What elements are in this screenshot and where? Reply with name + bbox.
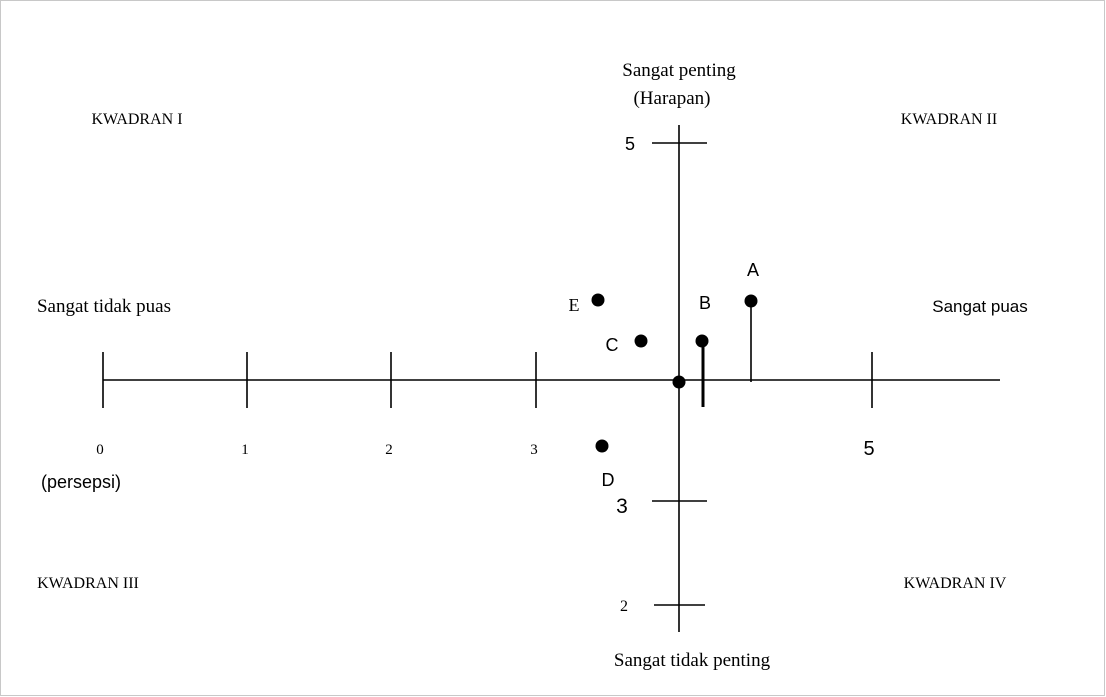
point-d	[595, 439, 609, 453]
x-tick-label-2: 2	[385, 442, 393, 458]
point-a	[744, 294, 758, 308]
y-axis-bottom-label: Sangat tidak penting	[614, 650, 771, 671]
x-tick-label-5: 5	[863, 438, 874, 460]
x-axis-right-label: Sangat puas	[932, 297, 1027, 316]
y-axis-top-label: Sangat penting	[622, 60, 736, 81]
point-c	[634, 334, 648, 348]
quadrant-1-label: KWADRAN I	[91, 111, 182, 128]
point-e-label: E	[569, 295, 580, 315]
y-tick-label-2: 2	[620, 598, 628, 615]
quadrant-3-label: KWADRAN III	[37, 575, 139, 592]
point-c-label: C	[606, 335, 619, 355]
y-axis-top-sublabel: (Harapan)	[633, 88, 710, 109]
point-b	[695, 334, 709, 348]
y-tick-label-3: 3	[616, 495, 628, 518]
point-a-label: A	[747, 260, 759, 280]
point-e	[591, 293, 605, 307]
x-axis-name-label: (persepsi)	[41, 472, 121, 492]
quadrant-4-label: KWADRAN IV	[904, 575, 1007, 592]
quadrant-2-label: KWADRAN II	[901, 111, 997, 128]
origin-point	[672, 375, 686, 389]
point-b-label: B	[699, 293, 711, 313]
x-tick-label-3: 3	[530, 442, 538, 458]
x-tick-label-1: 1	[241, 442, 249, 458]
x-tick-label-0: 0	[96, 442, 104, 458]
x-axis-left-label: Sangat tidak puas	[37, 296, 171, 317]
point-d-label: D	[602, 470, 615, 490]
y-tick-label-5: 5	[625, 134, 635, 154]
